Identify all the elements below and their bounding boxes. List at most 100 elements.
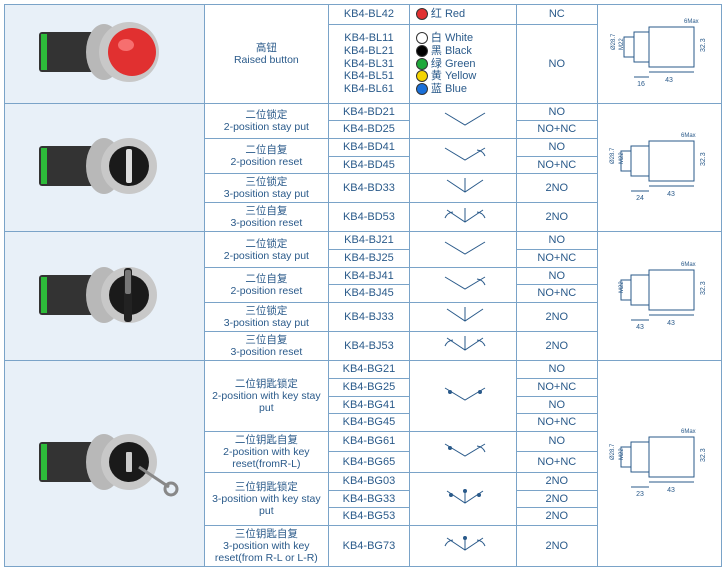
name-cn: 高钮 [207,42,326,54]
model: KB4-BD33 [328,174,409,203]
model: KB4-BL51 [331,70,407,83]
model: KB4-BG33 [328,490,409,508]
svg-text:M22: M22 [619,448,625,460]
symbol [409,203,516,232]
contact: NO [516,396,597,414]
svg-text:6Max: 6Max [681,429,696,435]
contact: NO+NC [516,452,597,473]
model: KB4-BG61 [328,431,409,452]
color-dot [416,58,428,70]
svg-text:43: 43 [636,324,644,331]
svg-text:43: 43 [667,320,675,327]
contact: NO [516,361,597,379]
contact: NO+NC [516,414,597,432]
model: KB4-BG65 [328,452,409,473]
color-line: 黑 Black [416,45,514,58]
contact: NO [516,431,597,452]
contact: 2NO [516,174,597,203]
product-image-raised [5,5,205,104]
variant-name: 三位锁定3-position stay put [204,174,328,203]
color-dot [416,83,428,95]
color-line: 黄 Yellow [416,70,514,83]
contact: 2NO [516,490,597,508]
variant-name: 三位钥匙锁定3-position with key stay put [204,473,328,526]
drawing: 432432.3Ø28.7M226Max [597,103,721,232]
product-image [5,361,205,567]
product-image [5,103,205,232]
svg-text:16: 16 [637,81,645,88]
variant-name: 二位锁定2-position stay put [204,103,328,138]
symbol [409,232,516,267]
symbol [409,174,516,203]
svg-text:43: 43 [667,487,675,494]
svg-text:Ø28.7: Ø28.7 [610,443,616,460]
symbol [409,525,516,566]
model: KB4-BL31 [331,58,407,71]
svg-text:32.3: 32.3 [700,448,707,462]
symbol [409,332,516,361]
contact: NC [516,5,597,25]
drawing: 43 23 32.3 Ø28.7M22 6Max [597,361,721,567]
model: KB4-BD25 [328,121,409,139]
color-dot [416,70,428,82]
contact: 2NO [516,203,597,232]
color-line: 蓝 Blue [416,83,514,96]
color-line: 白 White [416,32,514,45]
svg-text:6Max: 6Max [681,133,696,139]
drawing-raised: 43 16 32.3 Ø28.7 M22 6Max [597,5,721,104]
model: KB4-BJ41 [328,267,409,285]
model: KB4-BL42 [328,5,409,25]
symbol [409,361,516,432]
model: KB4-BJ21 [328,232,409,250]
symbol [409,431,516,472]
color-line: 绿 Green [416,58,514,71]
model: KB4-BJ53 [328,332,409,361]
model: KB4-BL61 [331,83,407,96]
color-dot [416,32,428,44]
spec-table: 高钮 Raised button KB4-BL42 红 Red NC 43 16… [4,4,722,567]
model: KB4-BG21 [328,361,409,379]
svg-text:M22: M22 [619,38,625,50]
model: KB4-BJ33 [328,303,409,332]
color-list: 白 White黑 Black绿 Green黄 Yellow蓝 Blue [409,25,516,103]
svg-text:32.3: 32.3 [700,281,707,295]
svg-text:23: 23 [636,491,644,498]
contact: NO+NC [516,156,597,174]
model: KB4-BJ25 [328,250,409,268]
color-red: 红 Red [409,5,516,25]
color-dot [416,45,428,57]
contact: 2NO [516,508,597,526]
variant-name: 二位锁定2-position stay put [204,232,328,267]
model: KB4-BD21 [328,103,409,121]
model: KB4-BG41 [328,396,409,414]
symbol [409,267,516,302]
contact: 2NO [516,473,597,491]
variant-name: 二位钥匙锁定2-position with key stay put [204,361,328,432]
dim: 43 [665,77,673,84]
svg-text:M22: M22 [619,280,625,292]
svg-text:Ø28.7: Ø28.7 [611,33,617,50]
svg-text:Ø28.7: Ø28.7 [610,147,616,164]
contact: NO [516,232,597,250]
symbol [409,473,516,526]
contact: NO+NC [516,121,597,139]
name-en: Raised button [207,54,326,66]
svg-text:32.3: 32.3 [700,152,707,166]
variant-name: 二位钥匙自复2-position with key reset(fromR-L) [204,431,328,472]
contact: 2NO [516,525,597,566]
contact: 2NO [516,332,597,361]
model: KB4-BJ45 [328,285,409,303]
contact: NO [516,267,597,285]
svg-text:6Max: 6Max [684,19,699,25]
model: KB4-BG03 [328,473,409,491]
symbol [409,103,516,138]
contact: NO+NC [516,378,597,396]
variant-name: 三位钥匙自复3-position with key reset(from R-L… [204,525,328,566]
model: KB4-BD45 [328,156,409,174]
drawing: 434332.3M226Max [597,232,721,361]
name-raised: 高钮 Raised button [204,5,328,104]
variant-name: 三位自复3-position reset [204,203,328,232]
contact: NO+NC [516,285,597,303]
model: KB4-BL11 [331,32,407,45]
variant-name: 三位自复3-position reset [204,332,328,361]
